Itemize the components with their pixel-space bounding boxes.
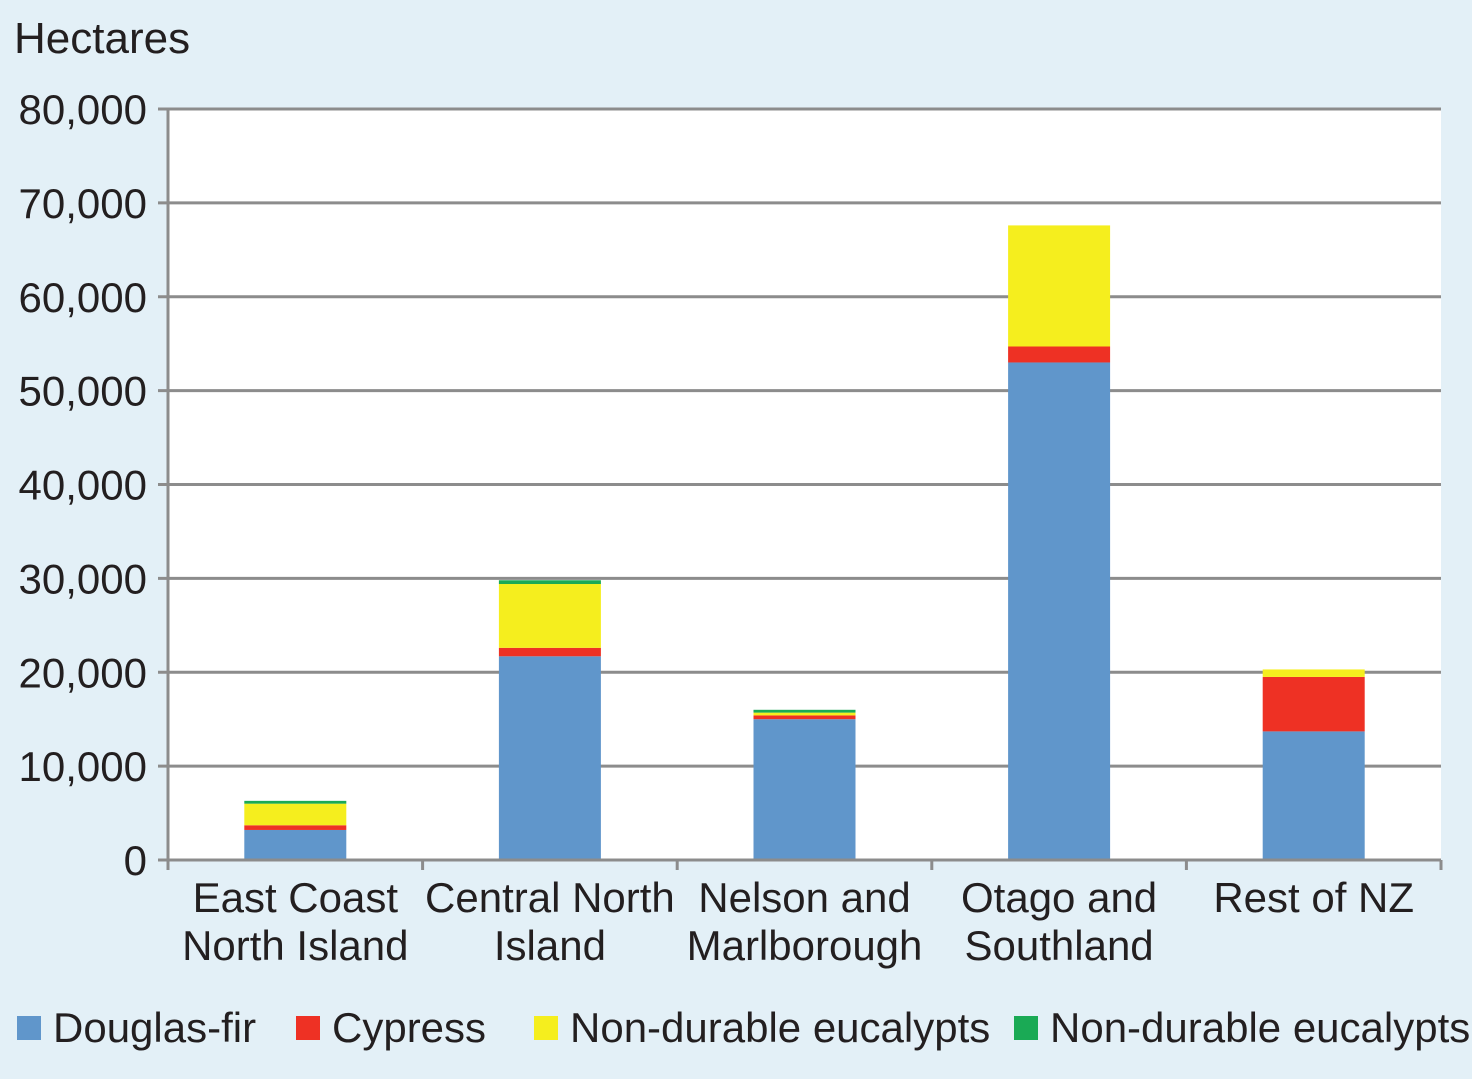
legend-swatch bbox=[534, 1016, 558, 1040]
y-tick-label: 60,000 bbox=[19, 274, 147, 321]
y-tick-label: 40,000 bbox=[19, 462, 147, 509]
bar-segment bbox=[244, 803, 347, 826]
x-tick-label: Southland bbox=[965, 922, 1154, 969]
legend-label: Non-durable eucalypts bbox=[570, 1004, 990, 1051]
y-tick-label: 20,000 bbox=[19, 649, 147, 696]
bar-segment bbox=[498, 647, 601, 657]
bar-segment bbox=[1262, 676, 1365, 732]
bar-segment bbox=[244, 829, 347, 860]
x-tick-label: Marlborough bbox=[687, 922, 923, 969]
x-tick-label: Central North bbox=[425, 874, 675, 921]
bar-segment bbox=[244, 825, 347, 830]
x-tick-label: East Coast bbox=[193, 874, 399, 921]
bar-segment bbox=[753, 715, 856, 720]
legend: Douglas-fir Cypress Non-durable eucalypts N… bbox=[17, 1004, 1470, 1051]
y-tick-label: 10,000 bbox=[19, 743, 147, 790]
y-tick-label: 0 bbox=[124, 837, 147, 884]
bar-segment bbox=[1008, 225, 1111, 347]
legend-label: Douglas-fir bbox=[53, 1004, 256, 1051]
bar-segment bbox=[1262, 731, 1365, 860]
x-tick-label: Island bbox=[494, 922, 606, 969]
bar-segment bbox=[498, 580, 601, 585]
bar-segment bbox=[244, 800, 347, 804]
bar-segment bbox=[1262, 669, 1365, 677]
bar-segment bbox=[498, 656, 601, 860]
x-tick-label: North Island bbox=[182, 922, 408, 969]
bar-segment bbox=[753, 712, 856, 716]
legend-swatch bbox=[17, 1016, 41, 1040]
legend-label: Cypress bbox=[332, 1004, 486, 1051]
bar-segment bbox=[1008, 362, 1111, 860]
legend-label: Non-durable eucalypts bbox=[1050, 1004, 1470, 1051]
y-tick-label: 80,000 bbox=[19, 86, 147, 133]
y-tick-label: 30,000 bbox=[19, 555, 147, 602]
axes: 0 10,000 20,000 30,000 40,000 50,000 60,000 70,… bbox=[19, 86, 1443, 969]
bars bbox=[244, 225, 1365, 860]
y-tick-label: 70,000 bbox=[19, 180, 147, 227]
bar-segment bbox=[753, 709, 856, 713]
legend-swatch bbox=[1014, 1016, 1038, 1040]
y-tick-label: 50,000 bbox=[19, 368, 147, 415]
bar-segment bbox=[1008, 346, 1111, 363]
bar-segment bbox=[753, 719, 856, 860]
x-tick-label: Nelson and bbox=[698, 874, 910, 921]
y-axis-label: Hectares bbox=[14, 14, 190, 63]
bar-segment bbox=[498, 584, 601, 648]
legend-swatch bbox=[296, 1016, 320, 1040]
x-tick-label: Otago and bbox=[961, 874, 1157, 921]
x-tick-label: Rest of NZ bbox=[1213, 874, 1414, 921]
